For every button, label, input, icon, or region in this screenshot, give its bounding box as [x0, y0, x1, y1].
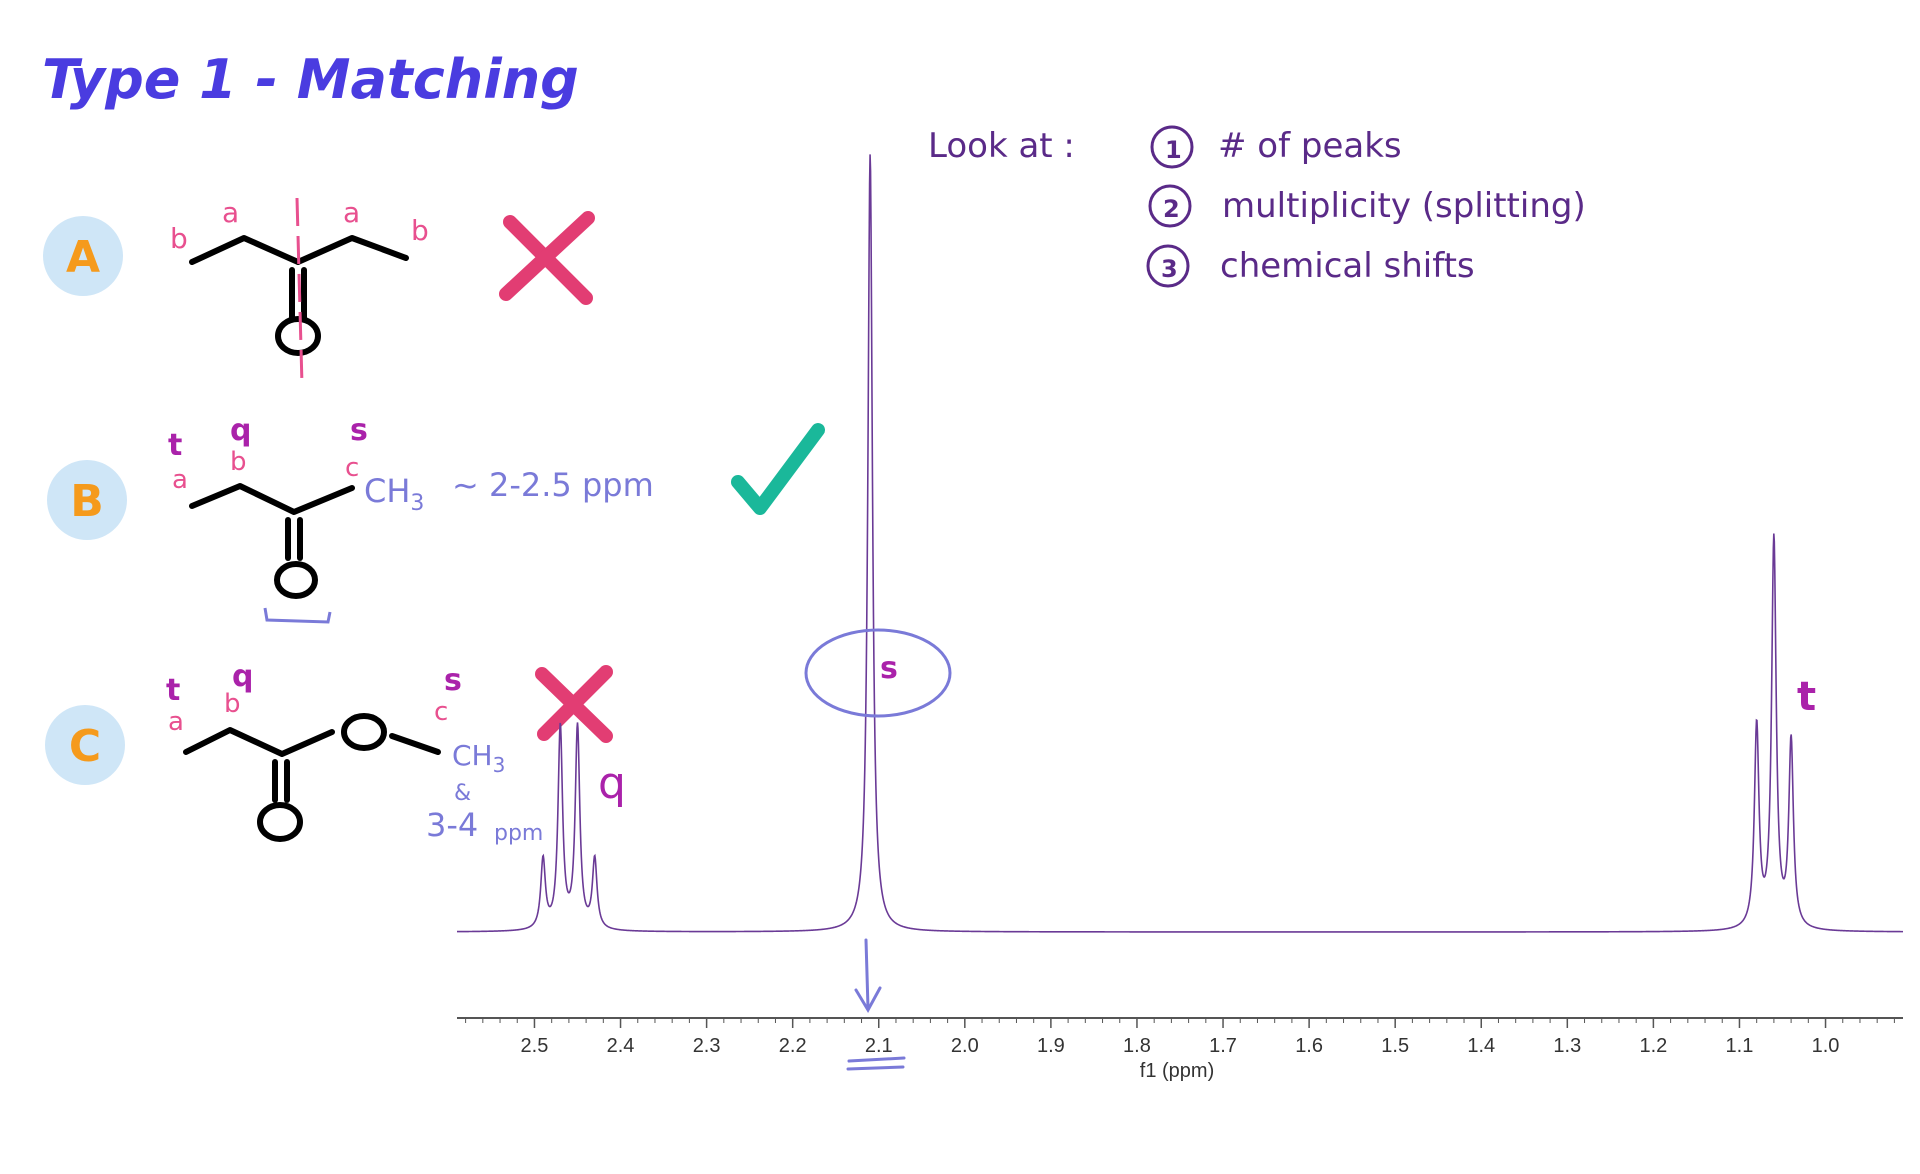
option-c-letter: C	[69, 721, 101, 772]
label-c-b: c	[345, 453, 359, 483]
option-a-letter: A	[66, 232, 100, 283]
label-a-left: a	[222, 196, 239, 229]
x-tick-label: 1.3	[1553, 1035, 1581, 1057]
molecule-a-labels: b a a b	[170, 196, 429, 255]
x-tick-label: 2.4	[607, 1035, 635, 1057]
shift-note-c: 3-4	[426, 806, 478, 844]
ch3-label-c: CH3	[452, 739, 505, 777]
ch3-note-c: CH3 & 3-4 ppm	[426, 739, 543, 846]
x-tick-label: 1.4	[1467, 1035, 1495, 1057]
label-b-left: b	[170, 222, 188, 255]
molecule-c-mult-labels: t q s	[166, 659, 462, 708]
cross-mark-a	[499, 211, 595, 305]
x-tick-label: 1.0	[1812, 1035, 1840, 1057]
x-tick-label: 1.5	[1381, 1035, 1409, 1057]
number-circle-2	[1148, 184, 1192, 228]
shift-note-b: ~ 2-2.5 ppm	[452, 466, 654, 504]
x-axis-label: f1 (ppm)	[1140, 1060, 1214, 1082]
x-tick-label: 2.3	[693, 1035, 721, 1057]
mult-t-c: t	[166, 673, 180, 708]
molecule-c-structure	[183, 713, 441, 842]
mult-q-c: q	[232, 659, 253, 694]
look-at-heading: Look at :	[928, 126, 1075, 166]
look-at-item-3: chemical shifts	[1220, 246, 1475, 286]
look-at-item-2: multiplicity (splitting)	[1222, 186, 1586, 226]
x-tick-label: 2.2	[779, 1035, 807, 1057]
x-tick-label: 2.5	[521, 1035, 549, 1057]
page-title: Type 1 - Matching	[42, 48, 579, 111]
check-mark	[731, 423, 825, 515]
option-b: B t q s a b c CH3 ~ 2-2.5 ppm	[47, 413, 825, 624]
ch3-label-b: CH3	[364, 472, 424, 516]
mult-s-c: s	[444, 663, 462, 698]
x-tick-label: 1.9	[1037, 1035, 1065, 1057]
label-a-right: a	[343, 196, 360, 229]
number-circle-1	[1150, 125, 1194, 169]
label-a-b: a	[172, 465, 188, 495]
x-tick-label: 1.6	[1295, 1035, 1323, 1057]
x-tick-label: 1.2	[1639, 1035, 1667, 1057]
ampersand-c: &	[454, 781, 471, 806]
look-at-list: Look at : 1 # of peaks 2 multiplicity (s…	[928, 125, 1586, 288]
label-b-b: b	[230, 447, 247, 477]
ch3-label-b-ch: CH	[364, 472, 410, 510]
option-c: C t q s a b c CH3 & 3-4 ppm	[45, 659, 613, 846]
mult-s-b: s	[350, 413, 368, 448]
option-b-badge	[47, 460, 127, 540]
label-c-c: c	[434, 697, 448, 727]
double-underline	[846, 1056, 906, 1071]
look-at-num-3: 3	[1161, 255, 1178, 283]
option-b-letter: B	[70, 476, 104, 527]
label-b-right: b	[411, 214, 429, 247]
look-at-num-2: 2	[1163, 195, 1180, 223]
down-arrow-icon	[854, 938, 882, 1014]
singlet-circle	[804, 628, 952, 718]
ch3-label-b-sub: 3	[410, 491, 424, 516]
look-at-item-1: # of peaks	[1218, 126, 1402, 166]
option-a-badge	[43, 216, 123, 296]
x-axis-ticks: 2.5 2.4 2.3 2.2 2.1 2.0 1.9 1.8 1.7 1.6 1.5 1.4 1.3 1…	[465, 1018, 1895, 1057]
x-tick-label: 2.0	[951, 1035, 979, 1057]
nmr-spectrum: 2.5 2.4 2.3 2.2 2.1 2.0 1.9 1.8 1.7 1.6 1.5 1.4 1.3 1…	[457, 154, 1903, 1082]
unit-note-c: ppm	[494, 821, 543, 846]
look-at-num-1: 1	[1165, 136, 1182, 164]
molecule-b-proton-labels: a b c	[172, 447, 359, 495]
molecule-c-proton-labels: a b c	[168, 689, 448, 737]
underline-bracket	[263, 607, 332, 624]
mult-q-b: q	[230, 413, 251, 448]
molecule-b-structure	[189, 483, 355, 599]
x-tick-label: 1.1	[1726, 1035, 1754, 1057]
label-b-c: b	[224, 689, 241, 719]
x-tick-label: 1.7	[1209, 1035, 1237, 1057]
mult-t-b: t	[168, 428, 182, 463]
singlet-label: s	[880, 651, 898, 686]
ch3-note-b: CH3 ~ 2-2.5 ppm	[364, 466, 654, 516]
cross-mark-c	[535, 665, 613, 743]
singlet-annotation: s	[804, 628, 952, 718]
ch3-label-c-ch: CH	[452, 739, 493, 772]
symmetry-line	[295, 197, 304, 386]
quartet-label: q	[598, 758, 626, 809]
spectrum-line	[457, 154, 1903, 933]
option-c-badge	[45, 705, 125, 785]
number-circle-3	[1146, 244, 1190, 288]
x-tick-label: 1.8	[1123, 1035, 1151, 1057]
option-a: A b a a b	[43, 196, 595, 386]
molecule-b-mult-labels: t q s	[168, 413, 368, 463]
label-a-c: a	[168, 707, 184, 737]
triplet-label: t	[1797, 674, 1816, 720]
ch3-label-c-sub: 3	[493, 753, 506, 777]
x-tick-label: 2.1	[865, 1035, 893, 1057]
